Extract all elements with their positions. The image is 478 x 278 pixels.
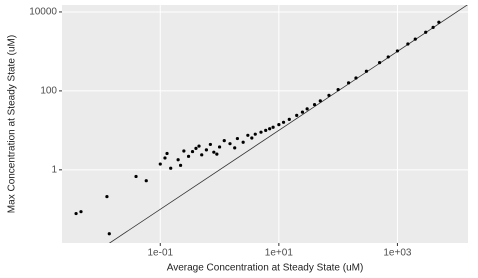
- point: [437, 20, 441, 24]
- point: [281, 120, 286, 124]
- point: [107, 232, 111, 236]
- point: [277, 122, 281, 127]
- point: [327, 93, 331, 97]
- point: [259, 130, 263, 134]
- point: [346, 81, 351, 85]
- point: [264, 128, 268, 132]
- point: [395, 49, 400, 53]
- y-tick-label: 1: [51, 164, 57, 175]
- point: [253, 132, 257, 136]
- point: [178, 163, 183, 167]
- x-tick-label: 1e+01: [265, 248, 294, 259]
- point: [222, 139, 226, 143]
- point: [413, 37, 417, 41]
- point: [318, 99, 322, 103]
- point: [74, 211, 78, 216]
- point: [431, 25, 435, 29]
- point: [217, 145, 222, 149]
- point: [79, 210, 83, 214]
- reference-line: [108, 5, 468, 243]
- point: [190, 149, 195, 154]
- point: [228, 142, 232, 146]
- point: [165, 151, 169, 156]
- point: [212, 150, 216, 154]
- y-tick-label: 100: [40, 86, 57, 97]
- point: [406, 42, 410, 46]
- point: [182, 149, 186, 153]
- point: [186, 154, 191, 158]
- point: [144, 179, 148, 183]
- point: [364, 69, 369, 73]
- point: [246, 133, 250, 137]
- point: [134, 174, 138, 179]
- point: [204, 148, 209, 152]
- point: [312, 102, 317, 107]
- point: [377, 61, 382, 65]
- point: [169, 166, 173, 170]
- point: [200, 153, 204, 157]
- point: [163, 156, 167, 160]
- panel: [62, 5, 468, 243]
- point: [336, 87, 340, 92]
- x-tick-label: 1e+03: [383, 248, 412, 259]
- point: [176, 158, 180, 162]
- point: [241, 140, 245, 144]
- point: [235, 136, 240, 141]
- plot-area: [74, 5, 468, 243]
- point: [208, 142, 212, 147]
- point: [105, 194, 109, 199]
- x-tick-label: 1e-01: [147, 248, 173, 259]
- point: [215, 152, 219, 156]
- y-axis-title: Max Concentration at Steady State (uM): [7, 35, 18, 213]
- point: [287, 117, 291, 121]
- point: [305, 107, 309, 111]
- point: [233, 146, 237, 150]
- point: [250, 136, 254, 140]
- point: [194, 146, 198, 150]
- y-tick-label: 10000: [29, 7, 57, 18]
- point: [271, 125, 275, 129]
- point: [158, 162, 162, 166]
- x-axis-title: Average Concentration at Steady State (u…: [167, 263, 364, 274]
- point: [197, 144, 201, 148]
- point: [300, 110, 305, 114]
- point: [268, 127, 272, 131]
- point: [295, 113, 299, 117]
- point: [386, 55, 390, 59]
- point: [354, 76, 358, 80]
- point: [424, 30, 428, 34]
